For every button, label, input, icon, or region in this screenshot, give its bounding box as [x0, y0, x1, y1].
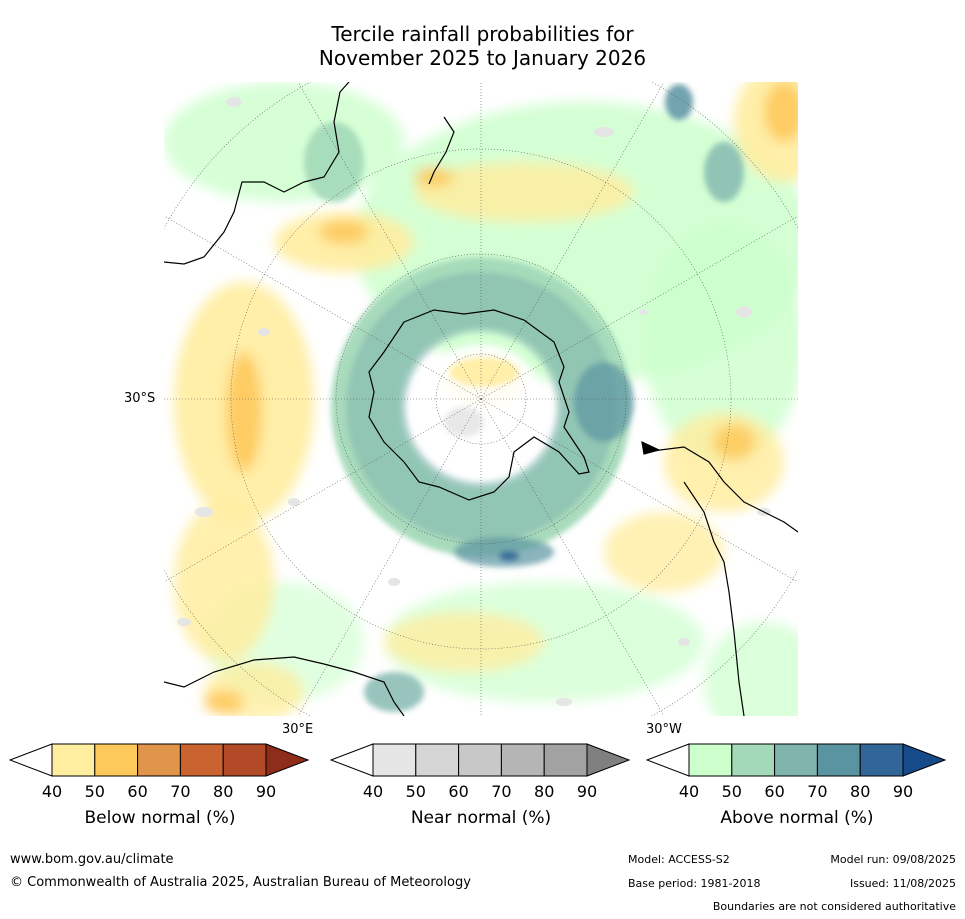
colorbar-cell [179, 743, 224, 777]
colorbar-tick-label: 40 [678, 782, 700, 801]
colorbar-cell [415, 743, 460, 777]
colorbar-tick-label: 60 [764, 782, 785, 801]
above-normal-ticks: 40 50 60 70 80 90 [646, 782, 948, 802]
colorbar-cell [731, 743, 776, 777]
below-normal-ticks: 40 50 60 70 80 90 [9, 782, 311, 802]
colorbar-cell [688, 743, 733, 777]
above-normal-colorbar [646, 743, 947, 777]
graticule [164, 82, 798, 716]
footer-base-period: Base period: 1981-2018 [628, 877, 761, 890]
map-title-line1: Tercile rainfall probabilities for [331, 22, 634, 46]
colorbar-tick-label: 90 [576, 782, 598, 801]
colorbar-tick-label: 60 [448, 782, 469, 801]
latitude-label-30s: 30°S [124, 391, 156, 406]
colorbar-cell [94, 743, 139, 777]
colorbar-cell [774, 743, 818, 777]
above-normal-label: Above normal (%) [720, 808, 874, 828]
colorbar-cell [137, 743, 181, 777]
colorbar-cell [458, 743, 502, 777]
probability-map [164, 82, 798, 716]
colorbar-cell [222, 743, 267, 777]
colorbar-tick-label: 70 [807, 782, 828, 801]
footer-model: Model: ACCESS-S2 [628, 853, 730, 866]
footer-disclaimer: Boundaries are not considered authoritat… [712, 900, 956, 913]
footer-model-run: Model run: 09/08/2025 [830, 853, 956, 866]
africa-coast [164, 656, 405, 716]
colorbar-tick-label: 50 [84, 782, 105, 801]
colorbar-tick-label: 80 [850, 782, 871, 801]
near-normal-label: Near normal (%) [410, 808, 552, 828]
colorbar-tick-label: 60 [127, 782, 148, 801]
colorbar-tick-label: 40 [362, 782, 384, 801]
colorbar-cell [859, 743, 904, 777]
longitude-label-30w: 30°W [646, 722, 682, 737]
colorbar-tick-label: 50 [721, 782, 742, 801]
below-normal-label: Below normal (%) [84, 808, 236, 828]
colorbar-tick-label: 40 [41, 782, 63, 801]
below-normal-colorbar [9, 743, 310, 777]
near-normal-specks [177, 97, 771, 706]
colorbar-tick-label: 80 [213, 782, 234, 801]
probability-field [164, 82, 798, 716]
above-normal-extend [902, 743, 947, 777]
colorbar-tick-label: 50 [405, 782, 426, 801]
colorbar-tick-label: 90 [892, 782, 914, 801]
coastlines [164, 82, 798, 716]
footer-url: www.bom.gov.au/climate [10, 852, 174, 867]
near-normal-colorbar [330, 743, 631, 777]
footer-copyright: © Commonwealth of Australia 2025, Austra… [10, 875, 471, 890]
footer-issued: Issued: 11/08/2025 [849, 877, 956, 890]
south-america-tip [641, 440, 661, 455]
near-normal-extend [586, 743, 631, 777]
near-normal-ticks: 40 50 60 70 80 90 [330, 782, 632, 802]
antarctica-coast [368, 309, 590, 501]
colorbar-tick-label: 70 [170, 782, 191, 801]
colorbar-cell [51, 743, 96, 777]
colorbar-tick-label: 70 [491, 782, 512, 801]
below-normal-extend [265, 743, 310, 777]
colorbar-cell [816, 743, 861, 777]
south-america-coast [643, 446, 798, 716]
australia-coast [164, 82, 350, 265]
colorbar-tick-label: 90 [255, 782, 277, 801]
new-zealand-coast [428, 116, 455, 185]
longitude-label-30e: 30°E [282, 722, 314, 737]
map-title-line2: November 2025 to January 2026 [318, 46, 647, 70]
colorbar-cell [543, 743, 588, 777]
colorbar-cell [372, 743, 417, 777]
colorbar-cell [500, 743, 545, 777]
colorbar-tick-label: 80 [534, 782, 555, 801]
